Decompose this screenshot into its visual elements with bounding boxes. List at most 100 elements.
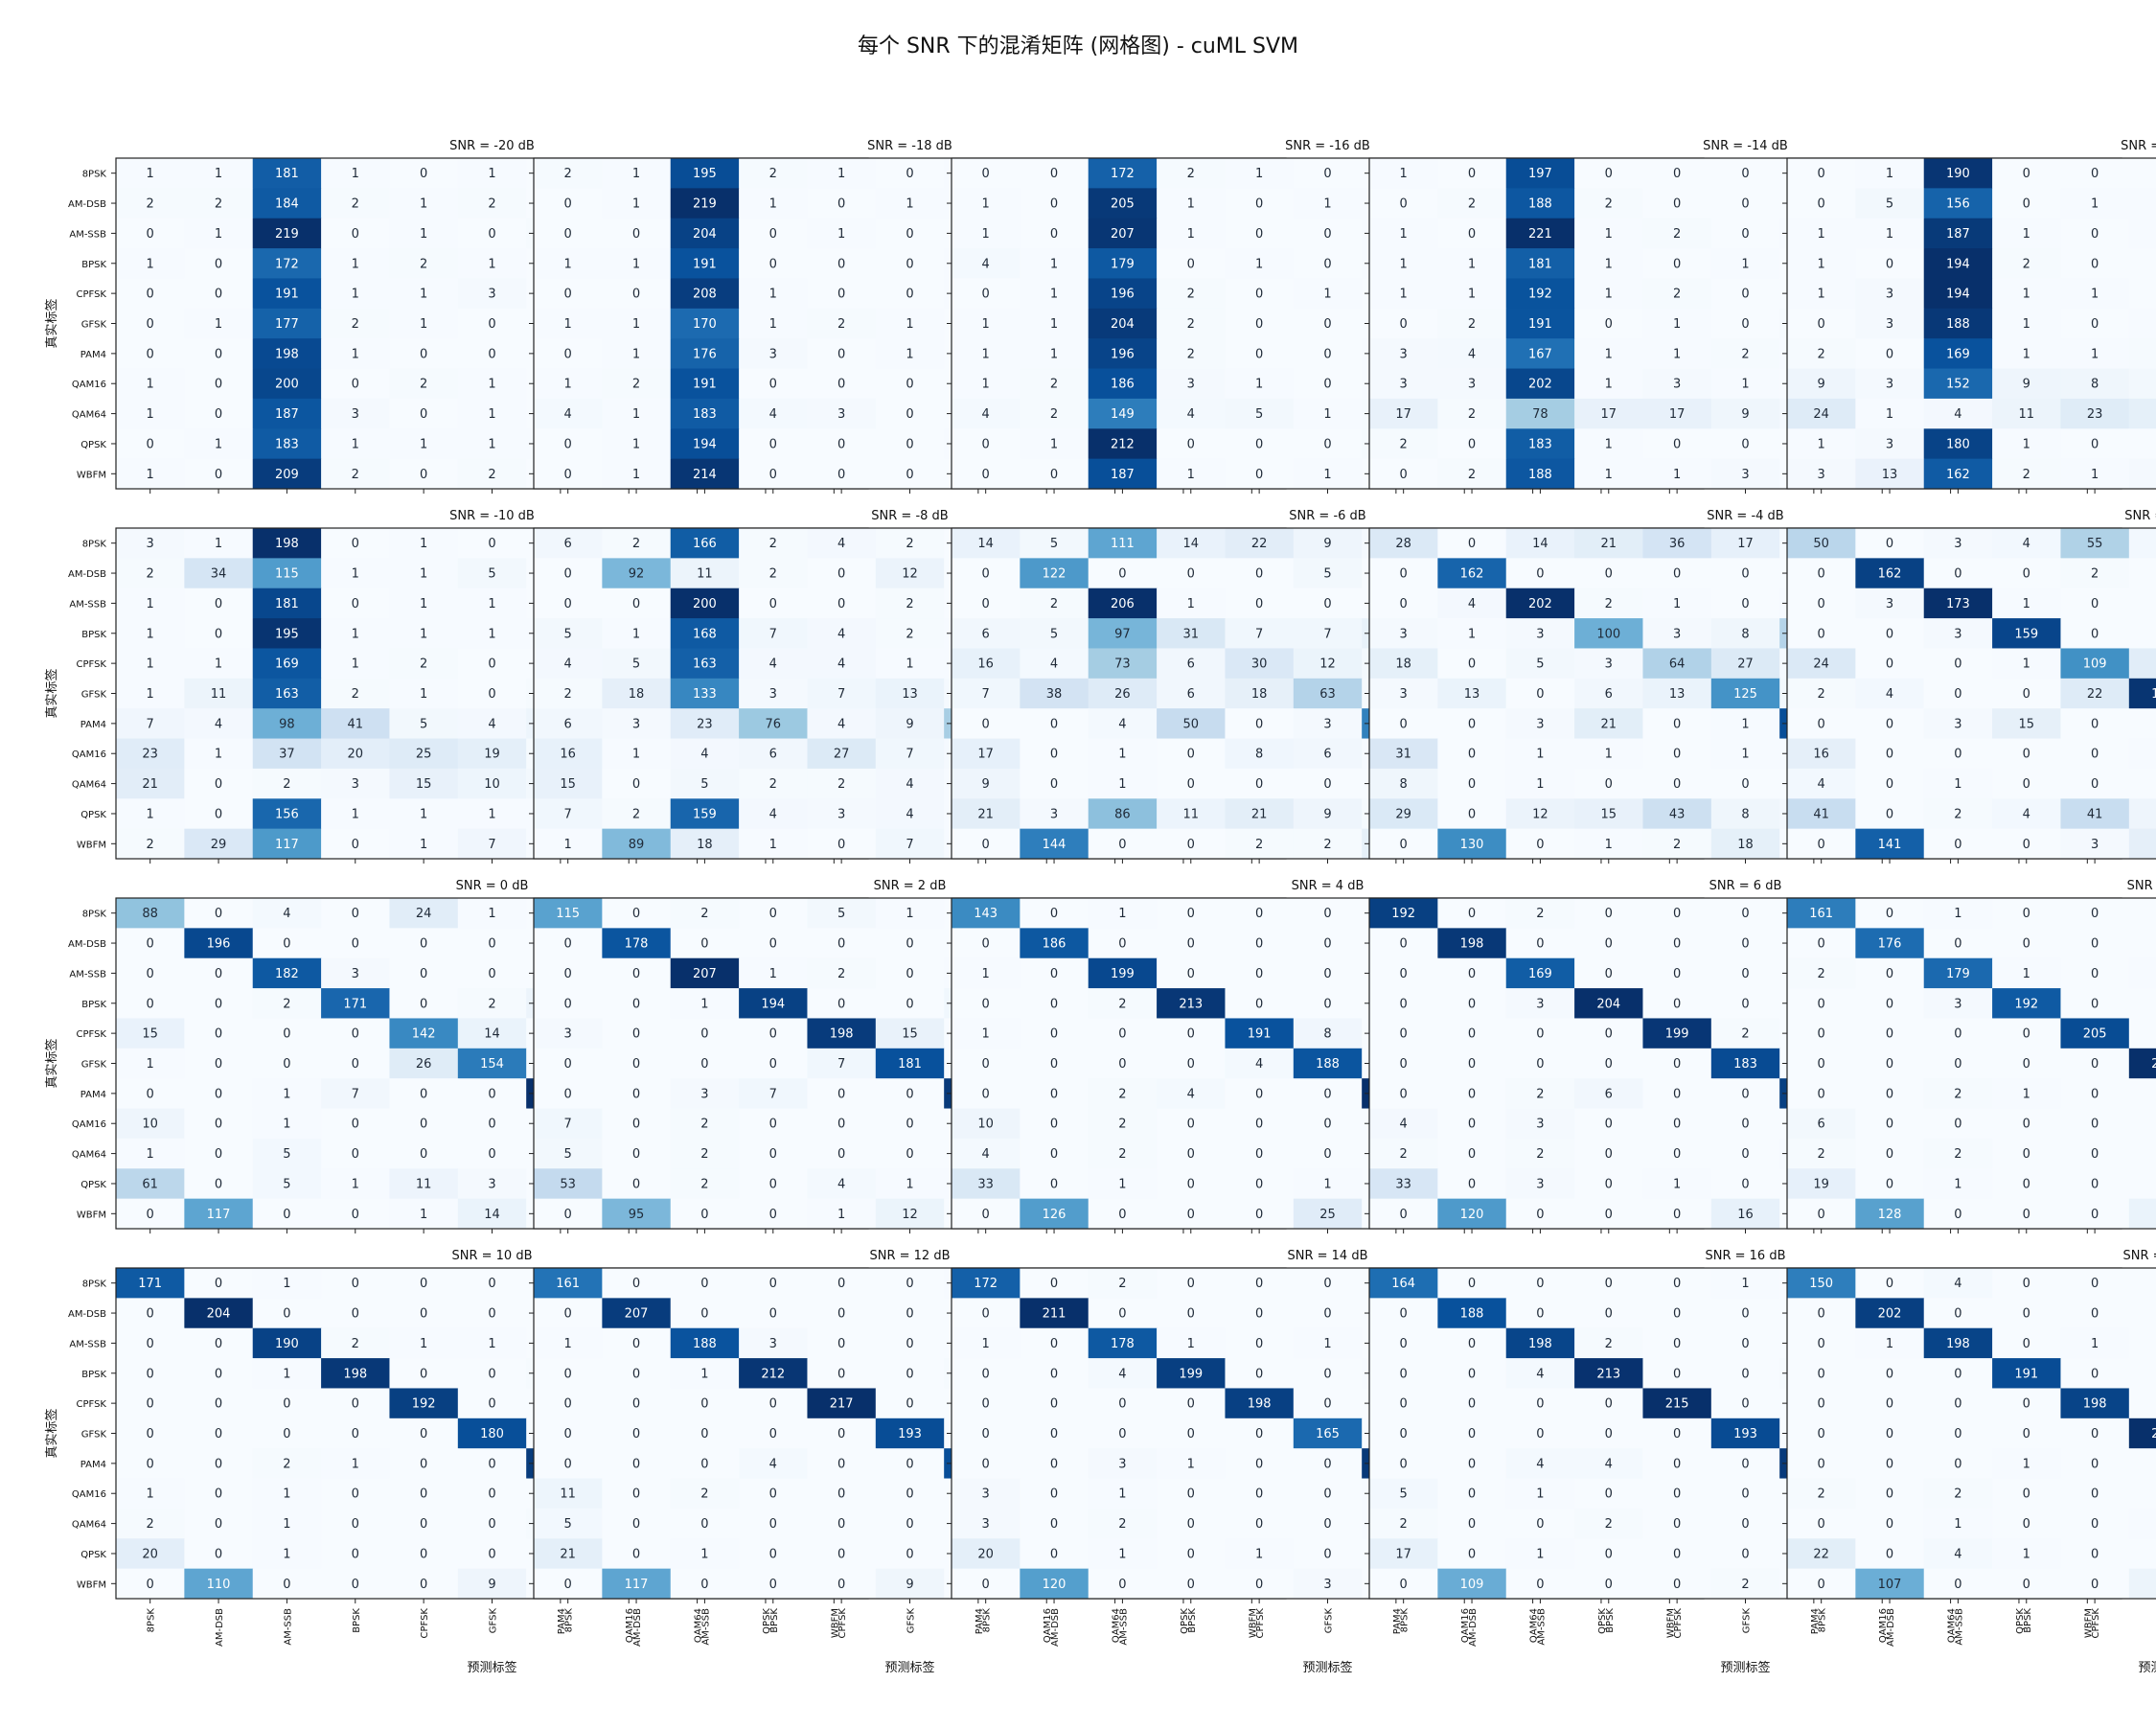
cell-value: 0: [1741, 437, 1749, 451]
cell-value: 11: [697, 567, 713, 582]
cell-value: 0: [1818, 937, 1825, 952]
cell-value: 0: [1255, 997, 1263, 1011]
cell-value: 0: [982, 437, 990, 451]
cell-value: 0: [1400, 717, 1408, 731]
y-tick-label: QAM64: [72, 1150, 106, 1161]
cell-value: 0: [215, 597, 222, 611]
cell-value: 196: [207, 937, 231, 952]
y-tick-label: QAM64: [72, 1520, 106, 1531]
cell-value: 198: [1528, 1337, 1552, 1351]
y-tick-label: GFSK: [81, 1060, 107, 1071]
cell-value: 0: [1323, 378, 1331, 392]
cell-value: 0: [420, 1457, 427, 1471]
cell-value: 110: [207, 1578, 231, 1592]
cell-value: 0: [982, 717, 990, 731]
cell-value: 4: [1118, 717, 1126, 731]
cell-value: 0: [1886, 537, 1893, 551]
cell-value: 1: [1673, 347, 1681, 361]
cell-value: 16: [1737, 1208, 1754, 1222]
cell-value: 204: [207, 1307, 231, 1322]
cell-value: 0: [1741, 597, 1749, 611]
cell-value: 1: [982, 378, 990, 392]
cell-value: 53: [560, 1177, 576, 1191]
cell-value: 10: [142, 1118, 158, 1132]
x-axis-label: 预测标签: [467, 1660, 516, 1675]
cell-value: 1: [1400, 257, 1408, 271]
cell-value: 0: [215, 1397, 222, 1412]
cell-value: 0: [215, 1517, 222, 1532]
cell-value: 2: [837, 317, 845, 332]
heatmap-cell: [2129, 1018, 2156, 1049]
cell-value: 7: [906, 748, 913, 762]
cell-value: 0: [982, 997, 990, 1011]
cell-value: 73: [1114, 657, 1131, 672]
cell-value: 194: [761, 997, 785, 1011]
cell-value: 115: [556, 907, 580, 921]
cell-value: 0: [1400, 1427, 1408, 1441]
cell-value: 0: [1187, 1487, 1195, 1502]
cell-value: 0: [837, 197, 845, 212]
cell-value: 0: [564, 1397, 572, 1412]
cell-value: 17: [1395, 407, 1411, 422]
cell-value: 1: [2023, 967, 2030, 981]
cell-value: 0: [1323, 1367, 1331, 1381]
cell-value: 2: [1536, 907, 1544, 921]
cell-value: 0: [1741, 777, 1749, 792]
cell-value: 0: [837, 1487, 845, 1502]
cell-value: 3: [1741, 468, 1749, 482]
cell-value: 5: [1050, 627, 1058, 641]
cell-value: 2: [1050, 407, 1058, 422]
cell-value: 0: [215, 967, 222, 981]
cell-value: 0: [1323, 997, 1331, 1011]
cell-value: 61: [142, 1177, 158, 1191]
cell-value: 188: [1316, 1057, 1340, 1072]
cell-value: 0: [215, 347, 222, 361]
cell-value: 0: [1400, 937, 1408, 952]
cell-value: 21: [1251, 807, 1268, 821]
cell-value: 2: [1536, 1147, 1544, 1162]
heatmap-cell: [2129, 898, 2156, 929]
cell-value: 186: [1111, 378, 1135, 392]
cell-value: 0: [1605, 1307, 1613, 1322]
subplot-title: SNR = -10 dB: [449, 509, 535, 523]
cell-value: 0: [1187, 1427, 1195, 1441]
cell-value: 3: [769, 1337, 777, 1351]
cell-value: 0: [352, 1517, 359, 1532]
cell-value: 0: [1050, 717, 1058, 731]
cell-value: 0: [906, 997, 913, 1011]
cell-value: 4: [837, 717, 845, 731]
x-tick-label: 8PSK: [982, 1608, 993, 1633]
cell-value: 190: [275, 1337, 299, 1351]
cell-value: 2: [769, 567, 777, 582]
cell-value: 217: [830, 1397, 854, 1412]
cell-value: 1: [1605, 378, 1613, 392]
cell-value: 0: [352, 1027, 359, 1042]
cell-value: 6: [982, 627, 990, 641]
cell-value: 0: [1673, 1367, 1681, 1381]
cell-value: 0: [420, 1578, 427, 1592]
cell-value: 2: [1118, 1118, 1126, 1132]
cell-value: 1: [632, 167, 640, 181]
cell-value: 1: [1187, 597, 1195, 611]
cell-value: 1: [2091, 468, 2099, 482]
cell-value: 0: [1886, 777, 1893, 792]
x-tick-label: AM-DSB: [215, 1608, 225, 1647]
cell-value: 181: [898, 1057, 922, 1072]
y-tick-label: AM-SSB: [69, 229, 106, 240]
cell-value: 0: [2091, 597, 2099, 611]
cell-value: 194: [693, 437, 717, 451]
cell-value: 183: [1733, 1057, 1757, 1072]
cell-value: 0: [1255, 1277, 1263, 1291]
cell-value: 3: [982, 1487, 990, 1502]
cell-value: 2: [769, 537, 777, 551]
cell-value: 0: [147, 227, 154, 242]
cell-value: 0: [283, 1427, 290, 1441]
cell-value: 0: [147, 437, 154, 451]
cell-value: 4: [564, 407, 572, 422]
cell-value: 202: [1528, 378, 1552, 392]
cell-value: 3: [147, 537, 154, 551]
subplot-title: SNR = 10 dB: [451, 1249, 532, 1263]
cell-value: 0: [1187, 967, 1195, 981]
cell-value: 0: [906, 1457, 913, 1471]
cell-value: 5: [632, 657, 640, 672]
